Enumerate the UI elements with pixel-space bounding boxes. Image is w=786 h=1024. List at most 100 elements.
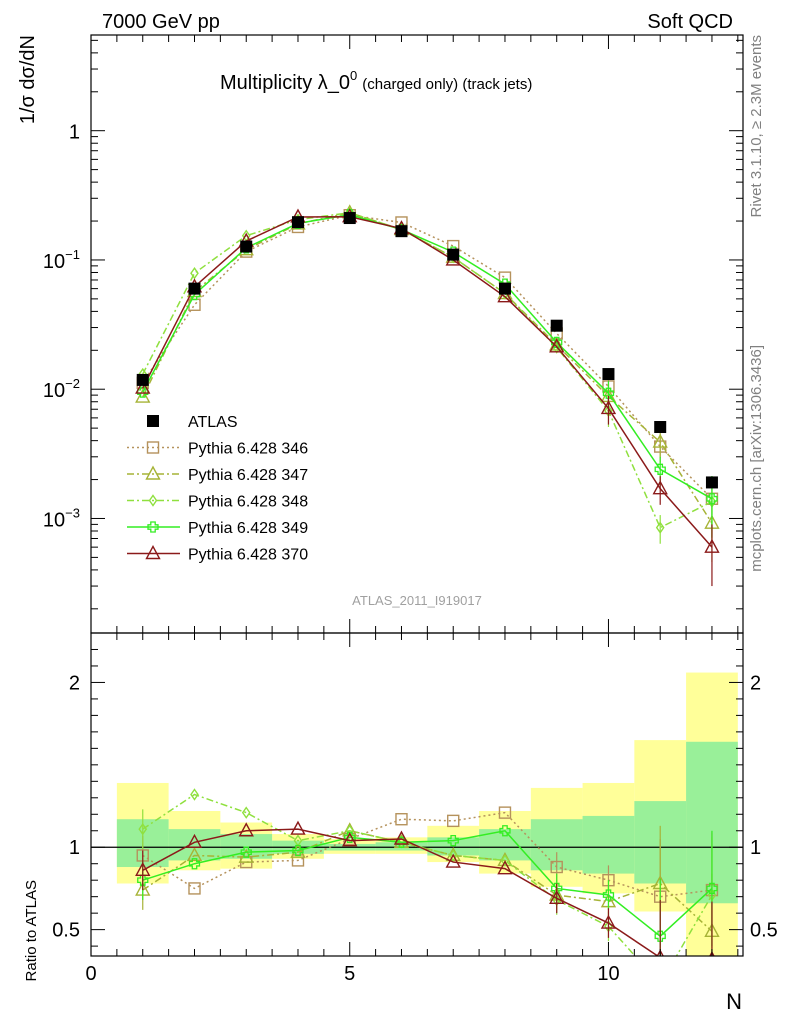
ratio-data-point [447,834,459,847]
atlas-data-point [395,225,408,238]
ratio-uncertainty-band-green [582,815,635,874]
ratio-data-point [654,930,666,942]
legend-label: ATLAS [188,414,238,431]
main-plot-panel: 10−3 10−2 10−1 1 [43,34,744,634]
ratio-data-point [137,874,149,886]
ratio-y-tick-label-right: 0.5 [750,920,778,942]
ratio-uncertainty-band-green [220,834,273,859]
legend-marker [145,465,161,480]
ratio-data-point [186,833,203,848]
ratio-data-point [342,832,358,847]
ratio-series-line [142,793,713,956]
atlas-data-point [498,282,511,295]
legend-label: Pythia 6.428 370 [188,547,308,564]
ratio-uncertainty-band-green [427,837,480,856]
main-series-line [142,211,713,524]
main-y-axis-label: 1/σ dσ/dN [17,35,39,124]
main-data-point [704,538,720,553]
legend-marker [148,494,158,507]
legend-marker [145,545,161,560]
atlas-data-point [550,319,563,332]
ratio-data-point [290,820,306,835]
main-series-line [142,211,713,529]
ratio-y-tick-label-right: 1 [750,837,761,859]
main-series-line [142,214,713,500]
x-tick-label: 10 [597,963,619,985]
ratio-y-tick-label: 1 [69,837,80,859]
mcplots-source-label: mcplots.cern.ch [arXiv:1306.3436] [748,345,765,572]
main-data-point [135,379,151,394]
ratio-data-point [549,889,565,905]
ratio-data-point [393,830,410,845]
ratio-data-point [188,858,201,870]
ratio-series-line [142,828,660,956]
ratio-data-point [447,814,460,828]
ratio-plot-panel: 0.5 0.5 1 1 2 2 0 5 10 [52,632,778,989]
atlas-data-point [447,248,460,261]
main-data-point [706,493,718,505]
main-data-point [652,480,668,495]
analysis-tag: ATLAS_2011_I919017 [352,593,482,608]
ratio-data-point [135,861,151,877]
main-data-point [190,266,199,280]
ratio-data-point [238,822,254,837]
legend: ATLAS Pythia 6.428 346 Pythia 6.428 347 Pyt… [127,414,308,564]
atlas-data-point [240,240,253,253]
ratio-data-point [138,822,148,836]
main-data-point [652,433,668,448]
y-tick-label: 10−2 [43,376,80,402]
legend-label: Pythia 6.428 349 [188,520,308,537]
rivet-version-label: Rivet 3.1.10, ≥ 2.3M events [748,35,765,218]
ratio-data-point [600,914,617,929]
x-tick-label: 5 [344,963,355,985]
atlas-data-point [654,421,667,434]
ratio-series-line [142,829,713,932]
x-tick-label: 0 [85,963,96,985]
ratio-y-tick-label-right: 2 [750,672,761,694]
ratio-data-point [240,846,252,858]
atlas-data-point [291,216,304,229]
ratio-data-point [238,848,254,863]
ratio-y-axis-label: Ratio to ATLAS [23,880,40,981]
ratio-data-point [657,979,664,989]
legend-marker [146,441,160,454]
legend-marker [147,521,159,533]
header-left: 7000 GeV pp [102,11,220,33]
main-data-point [600,399,617,415]
atlas-data-point [188,282,201,295]
main-data-point [654,463,666,475]
y-tick-label: 1 [69,122,80,144]
plot-title: Multiplicity λ_00(charged only) (track j… [220,68,532,94]
ratio-data-point [448,849,458,862]
ratio-data-point [345,824,355,837]
main-plot-frame [90,34,744,634]
ratio-y-tick-label: 0.5 [52,920,80,942]
ratio-data-point [498,806,512,819]
ratio-data-point [497,860,513,875]
ratio-data-point [706,882,718,895]
ratio-data-point [551,882,563,895]
atlas-data-point [343,212,356,225]
ratio-data-point [500,854,510,867]
main-data-point [655,521,665,534]
legend-label: Pythia 6.428 347 [188,467,308,484]
main-data-point [549,338,565,353]
legend-marker [147,415,159,427]
ratio-y-tick-label: 2 [69,672,80,694]
ratio-series-line [142,829,713,938]
atlas-data-point [136,373,149,386]
ratio-data-point [550,860,563,874]
main-data-point [551,336,563,349]
main-data-point [135,388,151,403]
y-tick-label: 10−1 [43,247,80,273]
main-series-line [142,215,713,548]
ratio-data-point [499,825,511,837]
ratio-data-point [344,831,356,843]
atlas-data-point [602,368,615,381]
ratio-data-point [190,788,199,801]
atlas-data-point [705,476,718,489]
ratio-data-point [395,813,408,826]
main-data-point [602,387,615,399]
ratio-data-point [445,853,461,868]
